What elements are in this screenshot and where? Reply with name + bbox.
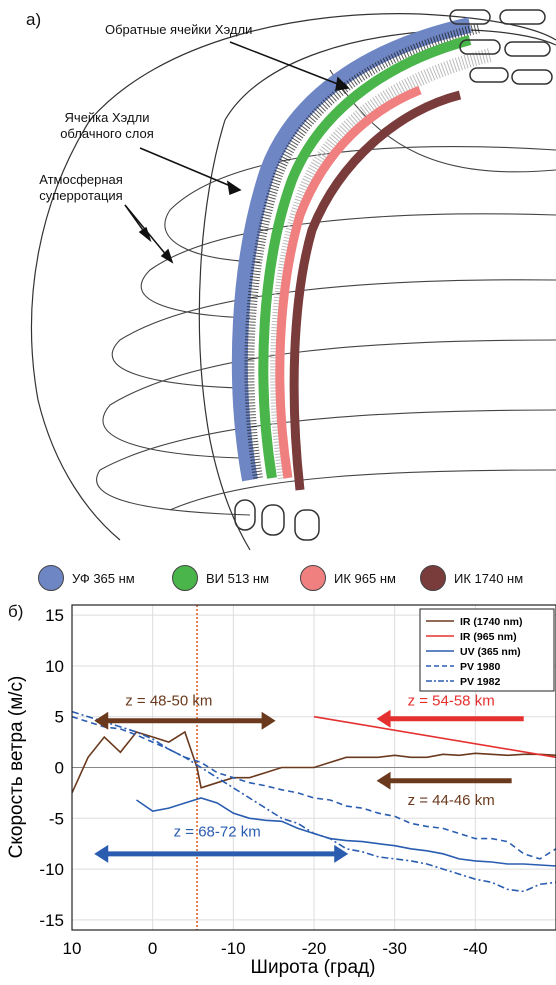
series-line-pv-1982: [71, 710, 556, 893]
altitude-annotation: z = 48-50 km: [125, 692, 212, 709]
altitude-annotation: z = 54-58 km: [408, 692, 495, 709]
series-line-ir-965-nm-: [313, 715, 556, 759]
vis-band: [258, 35, 472, 479]
reverse-hadley-cells: [449, 9, 553, 85]
y-tick-label: -15: [39, 911, 64, 930]
legend-item-ir1740: ИК 1740 нм: [420, 565, 523, 591]
legend-item-vis: ВИ 513 нм: [172, 565, 269, 591]
cloud-layer-band: [244, 23, 482, 479]
y-tick-label: -10: [39, 860, 64, 879]
bottom-reverse-cells: [234, 499, 320, 541]
x-axis-label: Широта (град): [251, 957, 376, 978]
altitude-arrow-head: [334, 844, 349, 863]
series-line-ir-1740-nm-: [71, 730, 556, 794]
chart-legend-label: PV 1982: [460, 676, 500, 688]
altitude-annotation: z = 44-46 km: [408, 792, 495, 809]
legend-label-vis: ВИ 513 нм: [206, 570, 270, 586]
y-tick-label: 5: [55, 708, 64, 727]
label-cloud-hadley-line2: облачного слоя: [60, 126, 154, 141]
x-tick-label: 0: [148, 939, 157, 958]
x-tick-label: -20: [302, 939, 327, 958]
ir965-band: [275, 85, 422, 479]
label-cloud-hadley-line1: Ячейка Хэдли: [64, 110, 150, 125]
legend-item-ir965: ИК 965 нм: [300, 565, 396, 591]
outer-sphere-left-outline: [30, 119, 121, 541]
x-tick-label: -30: [382, 939, 407, 958]
chart-legend-label: UV (365 nm): [460, 646, 521, 658]
panel-b-letter: б): [8, 602, 24, 621]
series-line-pv-1980: [71, 715, 556, 860]
label-reverse-hadley-cells: Обратные ячейки Хэдли: [105, 22, 253, 37]
chart-lines: [71, 710, 556, 893]
chart-arrows: z = 48-50 km z = 54-58 km z = 44-46 km z = …: [94, 692, 524, 863]
x-tick-label: -10: [221, 939, 246, 958]
legend-swatch-vis: [172, 565, 198, 591]
legend-label-uv: УФ 365 нм: [72, 570, 135, 586]
label-superrotation-line2: суперротация: [39, 188, 123, 203]
y-tick-label: 0: [55, 759, 64, 778]
chart-legend: IR (1740 nm) IR (965 nm) UV (365 nm) PV 198…: [419, 608, 555, 692]
wind-speed-chart: 10 0 -10 -20 -30 -40 15 10 5 0 -5 -10 -15 z = 48-50 …: [6, 604, 556, 978]
plot-frame: [71, 604, 556, 931]
legend-swatch-ir965: [300, 565, 326, 591]
x-tick-label: 10: [63, 939, 82, 958]
series-line-uv-365-nm-: [136, 797, 556, 867]
chart-ticks: 10 0 -10 -20 -30 -40 15 10 5 0 -5 -10 -15: [39, 606, 487, 958]
uv-band: [231, 17, 472, 482]
legend-swatch-uv: [38, 565, 64, 591]
y-tick-label: 15: [45, 606, 64, 625]
legend-label-ir965: ИК 965 нм: [334, 570, 396, 586]
y-tick-label: 10: [45, 657, 64, 676]
chart-legend-label: IR (965 nm): [460, 631, 517, 643]
altitude-arrow-head: [94, 844, 109, 863]
outer-sphere-outline: [89, 13, 556, 121]
label-superrotation-line1: Атмосферная: [39, 172, 123, 187]
label-pointers: [124, 41, 350, 264]
label-cloud-hadley-cell: Ячейка Хэдли облачного слоя: [52, 110, 162, 142]
planet-outline-left: [198, 119, 251, 551]
y-axis-label: Скорость ветра (м/с): [6, 676, 27, 859]
legend-swatch-ir1740: [420, 565, 446, 591]
y-tick-label: -5: [49, 809, 64, 828]
superrotation-streamlines: [96, 69, 556, 516]
legend-label-ir1740: ИК 1740 нм: [454, 570, 524, 586]
venus-circulation-diagram: [30, 9, 556, 551]
altitude-arrow-head: [261, 711, 276, 730]
chart-legend-label: IR (1740 nm): [460, 616, 522, 628]
ir1740-band: [289, 90, 462, 491]
label-superrotation: Атмосферная суперротация: [26, 172, 136, 204]
x-tick-label: -40: [463, 939, 488, 958]
altitude-arrow-head: [376, 771, 391, 790]
legend-item-uv: УФ 365 нм: [38, 565, 135, 591]
chart-legend-box: [419, 608, 555, 692]
chart-legend-label: PV 1980: [460, 661, 500, 673]
altitude-annotation: z = 68-72 km: [174, 823, 261, 840]
altitude-arrow-head: [376, 709, 391, 728]
altitude-arrow-head: [94, 711, 109, 730]
panel-a-letter: a): [26, 10, 42, 29]
